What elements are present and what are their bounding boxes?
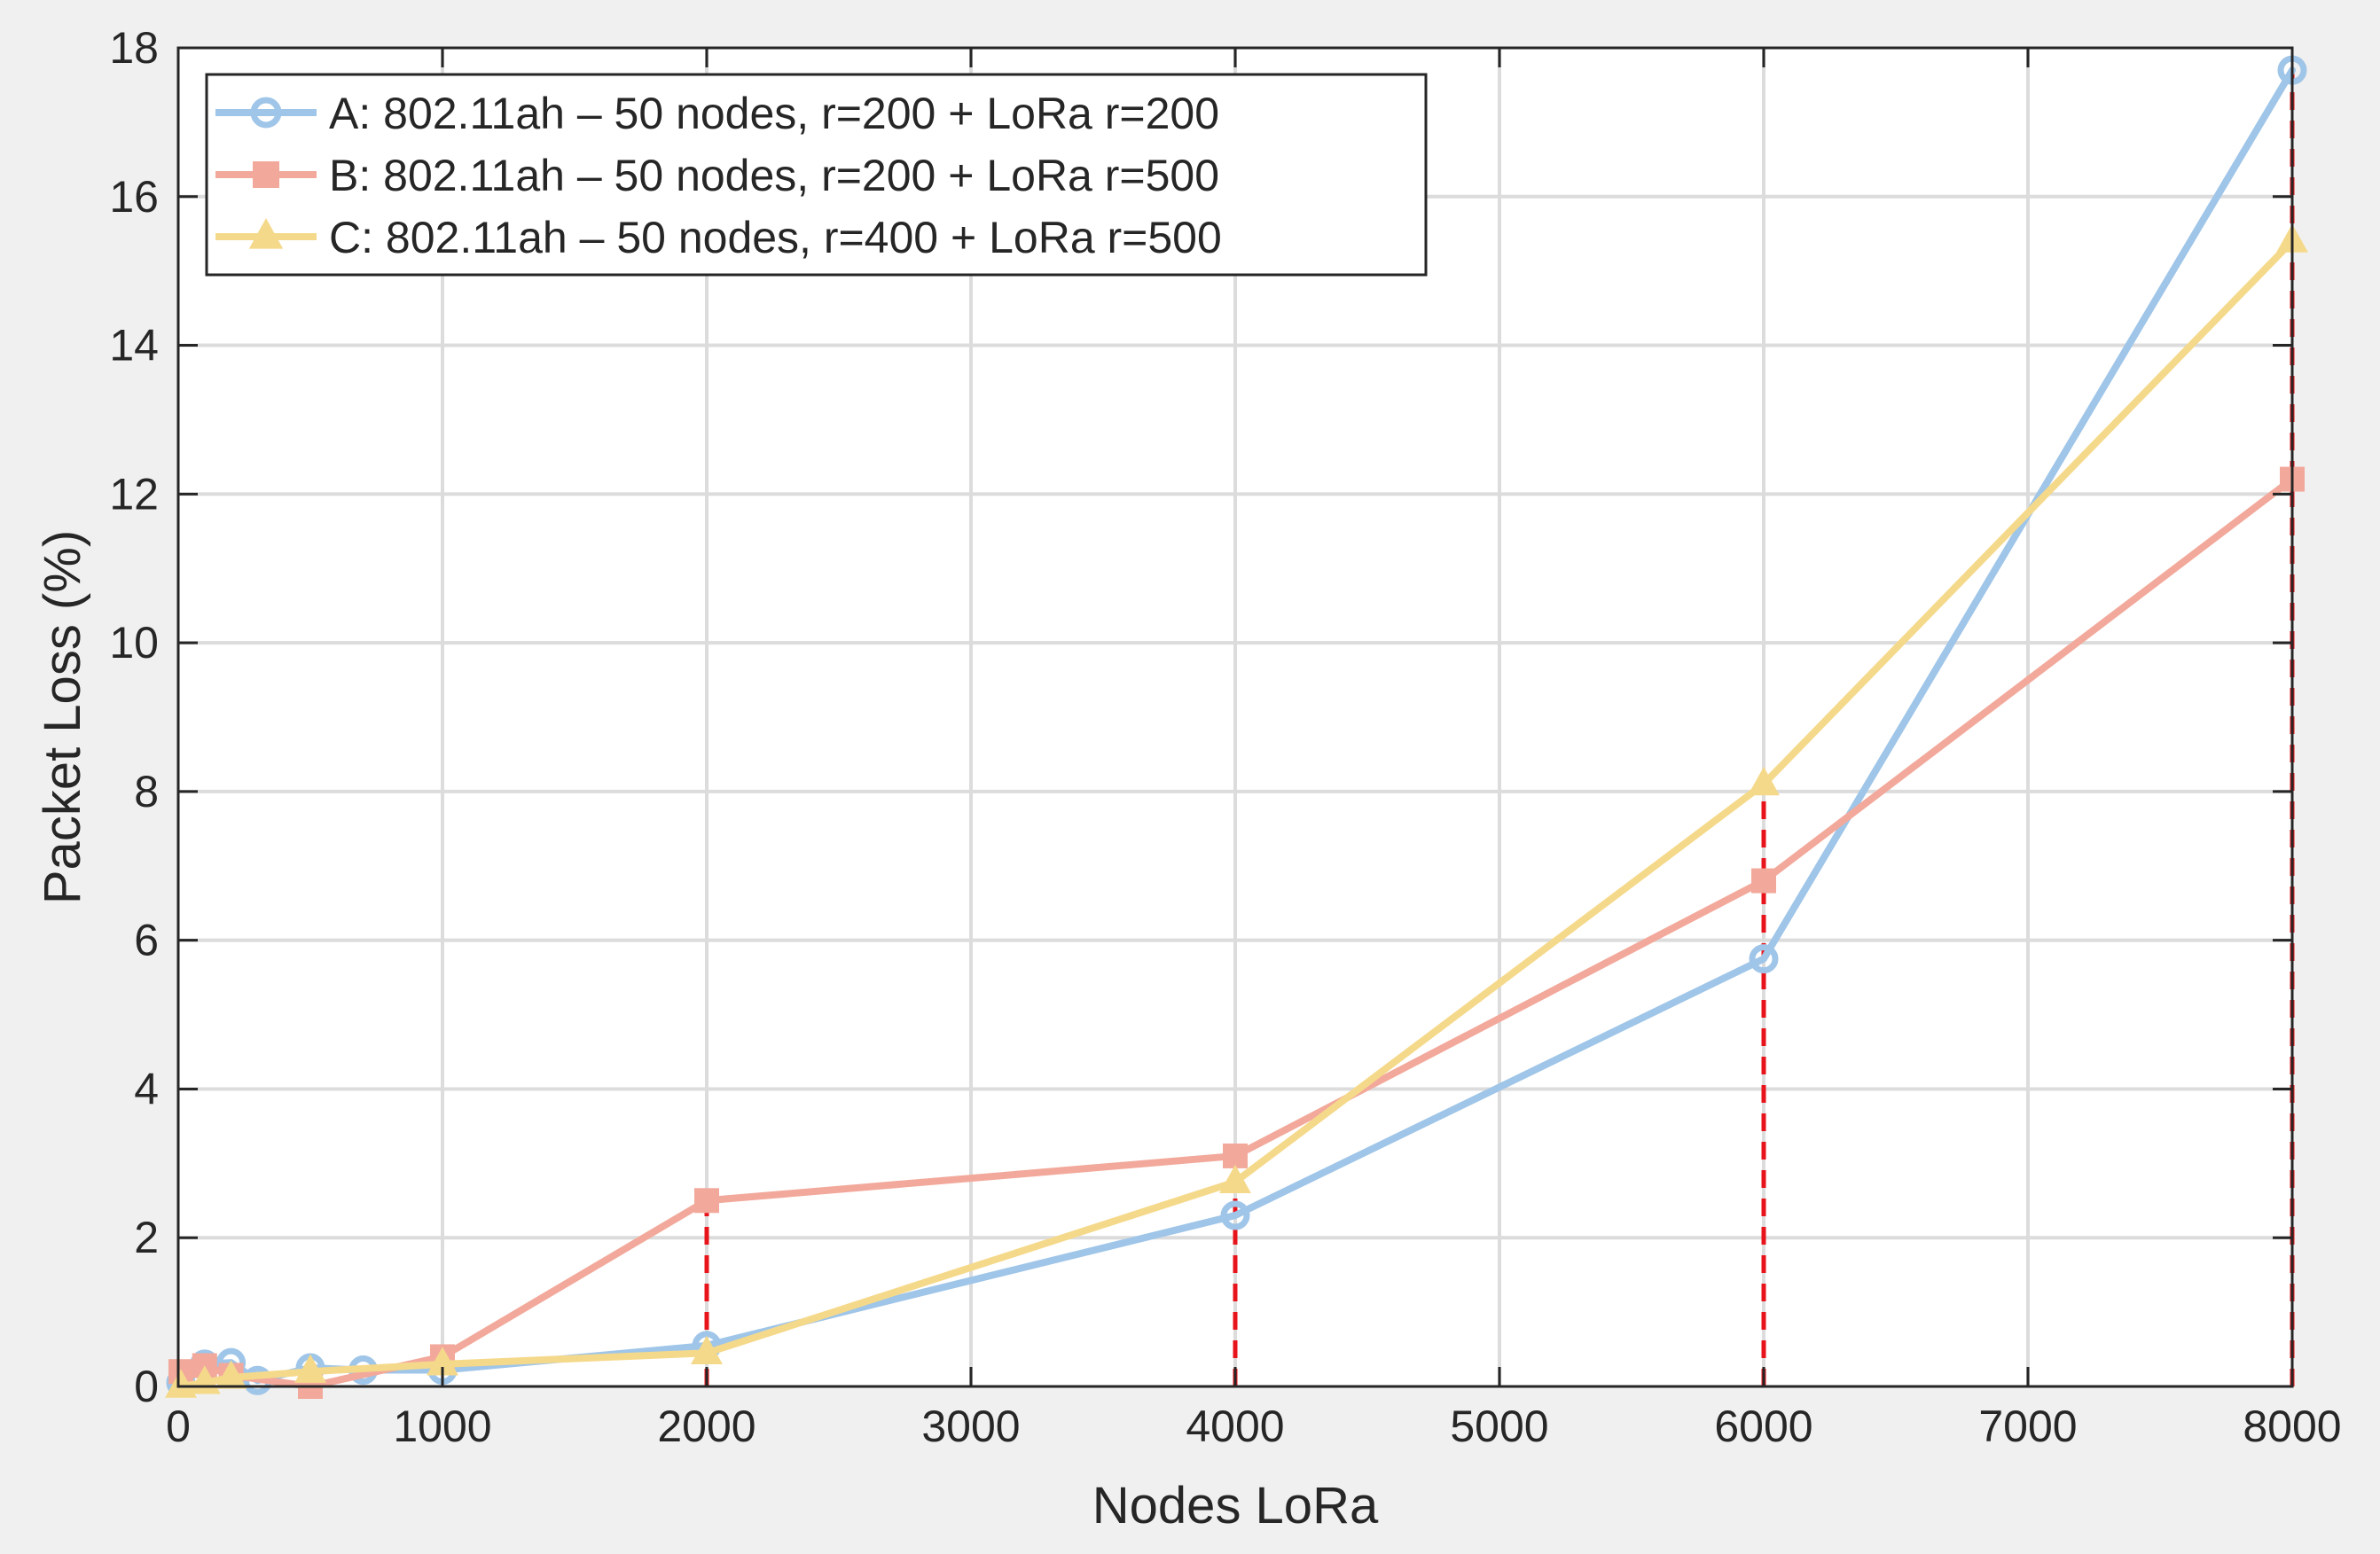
x-tick-label: 8000 — [2243, 1402, 2341, 1451]
y-tick-label: 4 — [134, 1064, 159, 1113]
legend-label: C: 802.11ah – 50 nodes, r=400 + LoRa r=5… — [329, 213, 1222, 262]
y-tick-label: 16 — [109, 172, 159, 222]
legend-label: A: 802.11ah – 50 nodes, r=200 + LoRa r=2… — [329, 89, 1219, 138]
y-tick-label: 0 — [134, 1362, 159, 1411]
legend-box — [205, 73, 1428, 277]
data-point — [294, 1354, 326, 1383]
x-tick-label: 2000 — [657, 1402, 755, 1451]
y-tick-label: 6 — [134, 916, 159, 965]
x-tick-label: 5000 — [1450, 1402, 1548, 1451]
x-tick-label: 1000 — [393, 1402, 491, 1451]
legend-item-c: C: 802.11ah – 50 nodes, r=400 + LoRa r=5… — [215, 213, 1222, 262]
x-axis-label: Nodes LoRa — [1092, 1477, 1379, 1534]
data-point — [1749, 944, 1779, 974]
x-tick-label: 7000 — [1978, 1402, 2077, 1451]
data-point — [1751, 868, 1776, 894]
y-tick-label: 14 — [109, 321, 159, 371]
data-point — [250, 97, 282, 129]
data-point — [1220, 1200, 1250, 1230]
ticks: 0 1000 2000 3000 4000 5000 6000 7000 8000 0 2 4 6 8 10… — [109, 23, 2341, 1451]
y-tick-label: 18 — [109, 23, 159, 73]
x-tick-label: 3000 — [921, 1402, 1020, 1451]
data-point — [248, 218, 284, 249]
y-tick-label: 8 — [134, 767, 159, 816]
y-tick-label: 2 — [134, 1213, 159, 1262]
y-axis-label: Packet Loss (%) — [34, 530, 91, 904]
x-tick-label: 6000 — [1714, 1402, 1812, 1451]
data-point — [694, 1188, 719, 1214]
legend-item-a: A: 802.11ah – 50 nodes, r=200 + LoRa r=2… — [215, 89, 1219, 138]
legend-label: B: 802.11ah – 50 nodes, r=200 + LoRa r=5… — [329, 151, 1219, 200]
data-point — [165, 1369, 197, 1398]
legend-item-b: B: 802.11ah – 50 nodes, r=200 + LoRa r=5… — [215, 151, 1219, 200]
x-tick-label: 4000 — [1186, 1402, 1284, 1451]
x-tick-label: 0 — [166, 1402, 191, 1451]
data-point — [1748, 766, 1780, 796]
legend: A: 802.11ah – 50 nodes, r=200 + LoRa r=2… — [205, 73, 1428, 277]
y-tick-label: 10 — [109, 618, 159, 668]
data-point — [1223, 1143, 1248, 1168]
data-point — [1219, 1164, 1251, 1194]
data-point — [253, 161, 279, 188]
y-tick-label: 12 — [109, 469, 159, 519]
data-point — [215, 1360, 247, 1389]
data-point — [691, 1335, 723, 1364]
